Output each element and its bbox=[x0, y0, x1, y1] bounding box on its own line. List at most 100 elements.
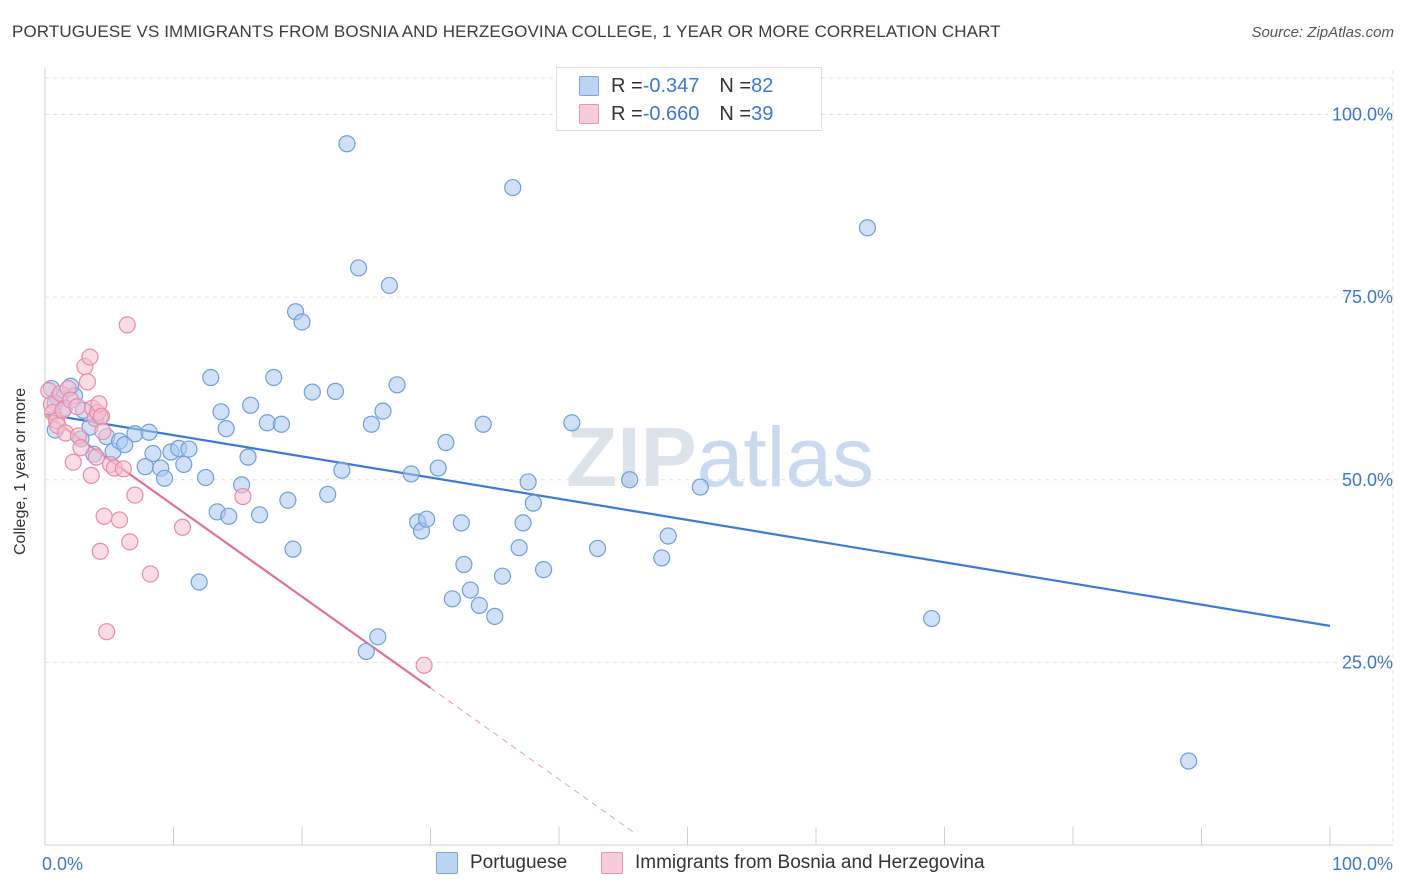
point-portuguese bbox=[293, 313, 311, 331]
point-portuguese bbox=[534, 561, 553, 579]
point-portuguese bbox=[116, 436, 134, 454]
point-portuguese bbox=[374, 402, 392, 420]
x-tick-label-max: 100.0% bbox=[1332, 854, 1393, 874]
y-tick-label: 50.0% bbox=[1342, 470, 1393, 490]
point-portuguese bbox=[388, 376, 406, 394]
trend-line-extension-bosnia bbox=[430, 687, 637, 835]
point-portuguese bbox=[402, 465, 420, 483]
y-tick-label: 100.0% bbox=[1332, 105, 1393, 125]
legend-swatch-blue bbox=[436, 852, 458, 874]
point-portuguese bbox=[659, 527, 677, 545]
point-portuguese bbox=[272, 415, 291, 433]
point-portuguese bbox=[180, 440, 198, 458]
point-portuguese bbox=[202, 368, 220, 387]
point-portuguese bbox=[1180, 752, 1198, 770]
watermark: ZIPatlas bbox=[566, 410, 874, 504]
point-portuguese bbox=[524, 494, 542, 512]
point-portuguese bbox=[258, 414, 276, 432]
point-portuguese bbox=[369, 628, 387, 646]
point-portuguese bbox=[461, 581, 479, 599]
point-portuguese bbox=[319, 485, 337, 503]
point-bosnia bbox=[95, 507, 113, 525]
point-portuguese bbox=[239, 448, 257, 466]
point-portuguese bbox=[140, 423, 158, 441]
legend-r-label: R = bbox=[611, 74, 643, 97]
point-portuguese bbox=[858, 219, 877, 237]
point-portuguese bbox=[418, 510, 436, 528]
point-portuguese bbox=[326, 382, 345, 400]
point-bosnia bbox=[110, 511, 129, 529]
legend-item-bosnia: Immigrants from Bosnia and Herzegovina bbox=[601, 852, 985, 874]
point-bosnia bbox=[114, 460, 132, 478]
point-portuguese bbox=[190, 573, 208, 591]
watermark-atlas: atlas bbox=[697, 410, 874, 504]
point-portuguese bbox=[493, 567, 512, 585]
point-bosnia bbox=[415, 656, 433, 674]
chart-title: PORTUGUESE VS IMMIGRANTS FROM BOSNIA AND… bbox=[12, 22, 1001, 41]
legend-label-portuguese: Portuguese bbox=[470, 852, 568, 873]
point-portuguese bbox=[197, 468, 215, 487]
point-bosnia bbox=[82, 466, 100, 484]
legend-n-label: N = bbox=[719, 74, 752, 97]
legend-r-label: R = bbox=[611, 102, 643, 125]
point-bosnia bbox=[121, 533, 139, 551]
point-portuguese bbox=[653, 549, 671, 567]
point-portuguese bbox=[443, 590, 461, 608]
point-portuguese bbox=[338, 135, 356, 153]
point-portuguese bbox=[333, 461, 351, 479]
legend-n-value: 82 bbox=[751, 74, 774, 97]
point-portuguese bbox=[514, 514, 532, 532]
point-bosnia bbox=[64, 453, 82, 471]
x-tick-label-min: 0.0% bbox=[42, 854, 83, 874]
point-bosnia bbox=[118, 316, 136, 334]
series-legend: Portuguese Immigrants from Bosnia and He… bbox=[0, 852, 1406, 878]
legend-r-value: -0.660 bbox=[642, 102, 700, 125]
point-portuguese bbox=[217, 420, 235, 438]
legend-row-portuguese: R = -0.347 N = 82 bbox=[579, 74, 773, 98]
legend-r-value: -0.347 bbox=[642, 74, 700, 97]
legend-n-label: N = bbox=[719, 102, 752, 125]
watermark-zip: ZIP bbox=[566, 410, 697, 504]
axes bbox=[44, 68, 1393, 846]
y-tick-label: 75.0% bbox=[1342, 287, 1393, 307]
point-bosnia bbox=[141, 565, 159, 583]
point-bosnia bbox=[92, 407, 111, 425]
correlation-legend: R = -0.347 N = 82 R = -0.660 N = 39 bbox=[556, 67, 822, 131]
legend-item-portuguese: Portuguese bbox=[436, 852, 567, 874]
point-portuguese bbox=[452, 514, 470, 532]
point-portuguese bbox=[220, 507, 238, 525]
point-portuguese bbox=[691, 478, 709, 496]
legend-label-bosnia: Immigrants from Bosnia and Herzegovina bbox=[635, 852, 985, 873]
point-bosnia bbox=[78, 373, 97, 391]
legend-row-bosnia: R = -0.660 N = 39 bbox=[579, 102, 773, 126]
point-portuguese bbox=[284, 540, 302, 558]
point-portuguese bbox=[510, 539, 528, 557]
y-axis-label: College, 1 year or more bbox=[12, 387, 29, 555]
point-portuguese bbox=[588, 539, 607, 558]
legend-swatch-pink bbox=[579, 104, 599, 124]
point-portuguese bbox=[303, 383, 321, 401]
point-portuguese bbox=[470, 596, 488, 615]
point-portuguese bbox=[175, 455, 193, 474]
trend-line-portuguese bbox=[44, 412, 1331, 627]
point-portuguese bbox=[621, 471, 639, 489]
point-bosnia bbox=[98, 623, 116, 641]
point-portuguese bbox=[126, 425, 144, 443]
point-bosnia bbox=[173, 518, 192, 536]
point-portuguese bbox=[279, 491, 297, 509]
point-portuguese bbox=[242, 396, 260, 414]
legend-n-value: 39 bbox=[751, 102, 774, 125]
point-portuguese bbox=[563, 414, 581, 432]
point-portuguese bbox=[429, 459, 447, 477]
grid-lines bbox=[45, 70, 1394, 845]
point-bosnia bbox=[68, 398, 86, 416]
point-portuguese bbox=[437, 433, 455, 452]
point-bosnia bbox=[87, 448, 106, 466]
legend-swatch-pink bbox=[601, 852, 623, 874]
point-portuguese bbox=[144, 444, 162, 463]
point-bosnia bbox=[126, 486, 144, 504]
legend-swatch-blue bbox=[579, 76, 599, 96]
tick-labels: 25.0% 50.0% 75.0% 100.0% 0.0% 100.0% bbox=[42, 105, 1393, 874]
point-bosnia bbox=[91, 542, 109, 560]
